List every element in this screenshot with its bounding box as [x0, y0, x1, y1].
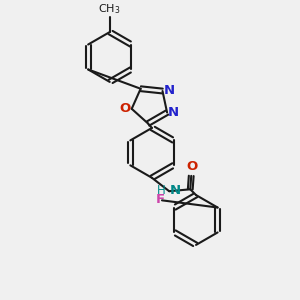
Text: N: N — [170, 184, 181, 197]
Text: F: F — [155, 193, 165, 206]
Text: H: H — [157, 184, 165, 197]
Text: CH$_3$: CH$_3$ — [98, 2, 120, 16]
Text: O: O — [119, 102, 130, 115]
Text: N: N — [168, 106, 179, 119]
Text: N: N — [164, 84, 175, 97]
Text: O: O — [187, 160, 198, 173]
